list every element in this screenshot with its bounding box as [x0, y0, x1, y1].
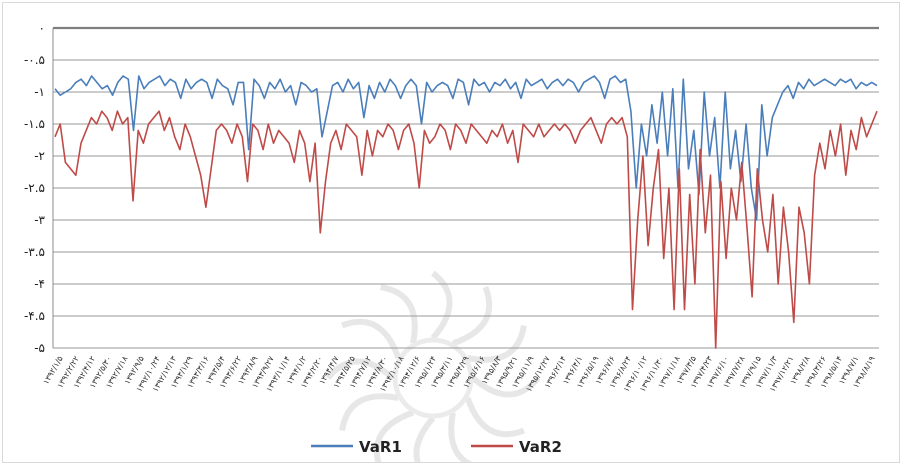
grid-lines: [52, 26, 879, 349]
watermark-petal: [430, 270, 453, 340]
watermark-ring: [392, 337, 474, 419]
watermark-petal: [448, 412, 473, 462]
watermark-petal: [467, 324, 527, 363]
series-line-var2: [54, 110, 878, 349]
watermark-petal: [325, 358, 395, 381]
legend-label-var2: VaR2: [519, 438, 562, 456]
watermark-petal: [373, 409, 415, 462]
series-lines: [54, 75, 878, 349]
y-tick-label: ۰: [39, 21, 45, 35]
y-tick-label: -۲.۵: [24, 181, 45, 195]
line-chart: ۰ -۰.۵ -۱ -۱.۵ -۲ -۲.۵ -۳ -۳.۵ -۴ -۴.۵ -۵ ۱۳۹۲/۱/۵…: [24, 21, 879, 462]
watermark-petal: [451, 285, 493, 347]
y-tick-label: -۳.۵: [24, 245, 45, 259]
watermark-petal: [340, 318, 402, 360]
y-tick-label: -۴: [34, 277, 45, 291]
y-tick-label: -۵: [34, 341, 45, 355]
series-line-var1: [54, 75, 878, 221]
y-tick-label: -۴.۵: [24, 309, 45, 323]
watermark-petal: [471, 375, 541, 398]
watermark-logo: [325, 270, 541, 462]
y-tick-label: -۲: [34, 149, 45, 163]
y-tick-label: -۱.۵: [24, 117, 45, 131]
watermark-petal: [413, 416, 436, 462]
y-axis-ticks: ۰ -۰.۵ -۱ -۱.۵ -۲ -۲.۵ -۳ -۳.۵ -۴ -۴.۵ -۵: [24, 21, 46, 355]
watermark-petal: [379, 284, 418, 344]
legend-label-var1: VaR1: [359, 438, 402, 456]
watermark-petal: [339, 393, 399, 432]
y-tick-label: -۰.۵: [24, 53, 45, 67]
x-axis-ticks: ۱۳۹۲/۱/۵۱۳۹۲/۲/۲۲۱۳۹۲/۴/۱۲۱۳۹۲/۵/۳۰۱۳۹۲/…: [41, 354, 876, 394]
y-tick-label: -۳: [34, 213, 45, 227]
legend: VaR1 VaR2: [311, 438, 562, 456]
watermark-petal: [464, 396, 526, 438]
y-tick-label: -۱: [34, 85, 45, 99]
